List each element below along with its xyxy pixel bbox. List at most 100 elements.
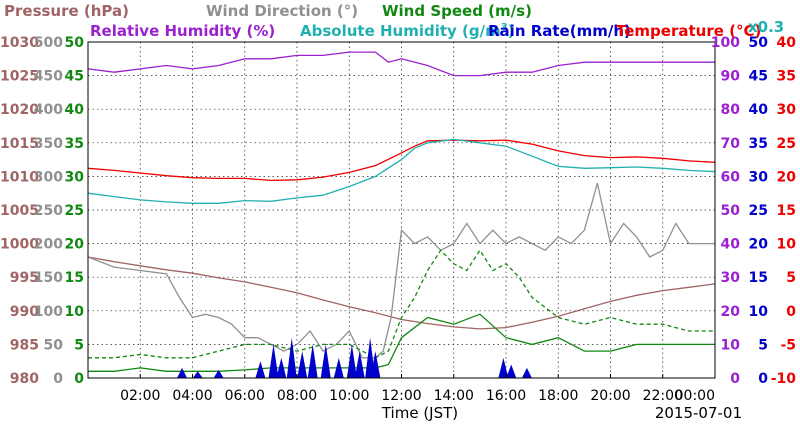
wind-speed-tick: 35 — [65, 136, 84, 152]
pressure-tick: 1000 — [0, 237, 39, 253]
wind-direction-tick: 0 — [53, 371, 63, 387]
relative-humidity-tick: 0 — [730, 371, 740, 387]
pressure-tick: 1010 — [0, 169, 39, 185]
relative-humidity-tick: 30 — [721, 270, 741, 286]
relative-humidity-tick: 10 — [721, 337, 741, 353]
legend-item: Wind Speed (m/s) — [382, 2, 532, 20]
pressure-tick: 1020 — [0, 102, 39, 118]
rain-rate-tick: 10 — [749, 304, 769, 320]
rain-rate-bar — [177, 367, 188, 378]
rain-rate-tick: 45 — [749, 69, 768, 85]
rain-rate-bar — [297, 351, 308, 378]
rain-rate-tick: 40 — [749, 102, 769, 118]
wd-line — [87, 182, 715, 359]
x-tick-label: 20:00 — [590, 388, 630, 404]
temperature-tick: 15 — [777, 203, 796, 219]
rain-rate-tick: 50 — [749, 35, 769, 51]
rain-rate-bar — [346, 344, 357, 378]
wind-direction-tick: 250 — [34, 203, 63, 219]
relative-humidity-tick: 90 — [721, 69, 741, 85]
pressure-tick: 995 — [10, 270, 39, 286]
legend-item: Pressure (hPa) — [4, 2, 129, 20]
rain-rate-tick: 20 — [749, 237, 769, 253]
pressure-tick: 1005 — [0, 203, 39, 219]
rain-rate-bar — [333, 357, 344, 378]
relative-humidity-tick: 20 — [721, 304, 741, 320]
rain-rate-tick: 35 — [749, 136, 768, 152]
rain-rate-tick: 5 — [758, 337, 768, 353]
wind-speed-tick: 10 — [65, 304, 85, 320]
temperature-tick: 30 — [777, 102, 797, 118]
pressure-tick: 990 — [10, 304, 39, 320]
x-tick-label: 16:00 — [486, 388, 526, 404]
x-tick-label: 06:00 — [225, 388, 265, 404]
date-label: 2015-07-01 — [655, 404, 742, 422]
x-tick-label: 14:00 — [434, 388, 474, 404]
grid-lines — [88, 42, 715, 378]
wind-speed-tick: 25 — [65, 203, 84, 219]
wind-speed-tick: 15 — [65, 270, 84, 286]
pressure-line — [87, 256, 716, 330]
wind-speed-tick: 5 — [74, 337, 84, 353]
wind-speed-tick: 30 — [65, 169, 85, 185]
rain-rate-bar — [268, 344, 279, 378]
rain-rate-bar — [506, 364, 517, 378]
rain-rate-bar — [354, 351, 365, 378]
legend-item: Wind Direction (°) — [206, 2, 358, 20]
ws-line — [88, 313, 715, 372]
relative-humidity-tick: 40 — [721, 237, 741, 253]
legend-item: Absolute Humidity (g/m3) — [300, 22, 515, 40]
legend-item: Relative Humidity (%) — [90, 22, 275, 40]
rain-rate-bar — [307, 344, 318, 378]
wind-speed-tick: 0 — [74, 371, 84, 387]
temperature-tick: 25 — [777, 136, 796, 152]
temperature-tick: -10 — [771, 371, 797, 387]
ah-line — [87, 138, 716, 204]
plot-series — [87, 51, 716, 378]
wind-speed-tick: 40 — [65, 102, 85, 118]
wind-speed-tick: 45 — [65, 69, 84, 85]
wind-speed-tick: 50 — [65, 35, 85, 51]
wind-direction-tick: 400 — [34, 102, 63, 118]
x-tick-label: 00:00 — [675, 388, 715, 404]
legend-item: Temperature (°C) — [616, 22, 761, 40]
temperature-tick: 20 — [777, 169, 797, 185]
x-tick-label: 02:00 — [120, 388, 160, 404]
wind-speed-tick: 20 — [65, 237, 85, 253]
pressure-tick: 1030 — [0, 35, 39, 51]
x-tick-label: 04:00 — [172, 388, 212, 404]
wind-direction-tick: 300 — [34, 169, 63, 185]
rain-rate-tick: 30 — [749, 169, 769, 185]
temperature-tick: 0 — [786, 304, 796, 320]
rain-rate-tick: 25 — [749, 203, 768, 219]
absolute-humidity-scale-note: x0.3 — [748, 18, 784, 36]
wind-direction-tick: 100 — [34, 304, 63, 320]
wind-direction-tick: 450 — [34, 69, 63, 85]
rain-rate-bar — [213, 369, 224, 378]
wind-direction-tick: 50 — [44, 337, 64, 353]
rain-rate-bar — [255, 361, 266, 378]
relative-humidity-tick: 60 — [721, 169, 741, 185]
temperature-tick: 5 — [786, 270, 796, 286]
rain-rate-bar — [521, 367, 532, 378]
rain-rate-bar — [286, 337, 297, 378]
pressure-tick: 985 — [10, 337, 39, 353]
relative-humidity-tick: 80 — [721, 102, 741, 118]
pressure-tick: 1015 — [0, 136, 39, 152]
x-axis-label: Time (JST) — [381, 404, 458, 422]
pressure-tick: 1025 — [0, 69, 39, 85]
wind-direction-tick: 350 — [34, 136, 63, 152]
wind-direction-tick: 200 — [34, 237, 63, 253]
wind-direction-tick: 500 — [34, 35, 63, 51]
x-tick-label: 10:00 — [329, 388, 369, 404]
x-tick-label: 22:00 — [643, 388, 683, 404]
rh-line — [87, 51, 715, 77]
legend: Pressure (hPa) Wind Direction (°) Wind Spe… — [4, 2, 784, 40]
rain-rate-bar — [192, 371, 203, 378]
rain-rate-bar — [276, 357, 287, 378]
rain-rate-bar — [320, 344, 331, 378]
temperature-tick: 40 — [777, 35, 797, 51]
rain-rate-bar — [370, 351, 381, 378]
relative-humidity-tick: 50 — [721, 203, 741, 219]
